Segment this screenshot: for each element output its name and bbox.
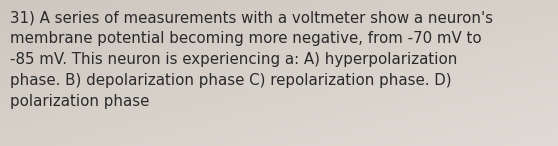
Text: 31) A series of measurements with a voltmeter show a neuron's
membrane potential: 31) A series of measurements with a volt… [10,10,493,109]
